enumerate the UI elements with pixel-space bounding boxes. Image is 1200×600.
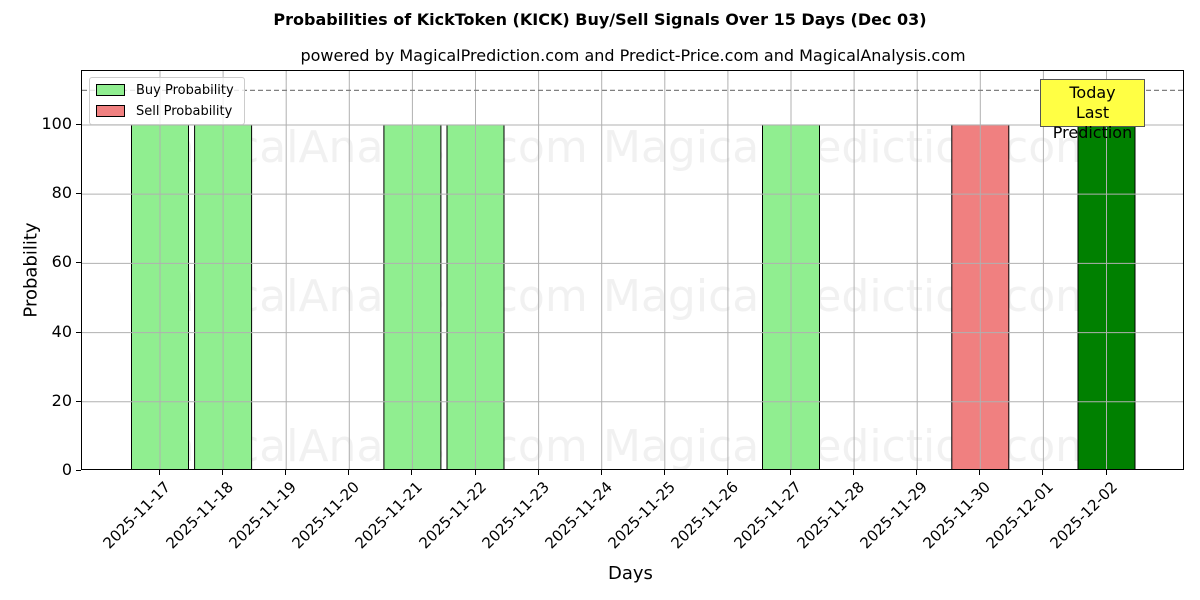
plot-area <box>81 70 1184 470</box>
x-tick-label: 2025-11-18 <box>162 478 238 553</box>
x-tick <box>853 470 855 475</box>
y-tick-label: 80 <box>51 183 72 203</box>
x-tick <box>1105 470 1107 475</box>
x-tick <box>790 470 791 475</box>
y-tick <box>76 262 81 264</box>
sell-swatch-icon <box>96 105 125 117</box>
x-tick-label: 2025-11-24 <box>541 478 616 553</box>
x-tick <box>726 470 728 475</box>
y-tick <box>76 193 81 195</box>
legend-item-buy: Buy Probability <box>96 82 234 98</box>
y-tick <box>76 470 81 471</box>
x-tick-label: 2025-11-29 <box>856 478 932 553</box>
x-tick <box>159 470 160 475</box>
x-tick-label: 2025-12-02 <box>1046 478 1121 553</box>
annotation-line-1: Today <box>1069 83 1116 102</box>
plot-canvas <box>82 71 1183 469</box>
y-tick-label: 20 <box>51 390 72 410</box>
x-tick <box>537 470 539 475</box>
y-tick <box>76 123 81 125</box>
x-tick-label: 2025-12-01 <box>982 478 1058 553</box>
x-tick <box>411 470 413 475</box>
today-annotation: Today Last Prediction <box>1040 79 1145 142</box>
x-tick-label: 2025-11-17 <box>99 478 174 553</box>
x-tick-label: 2025-11-25 <box>604 478 679 553</box>
chart-title: Probabilities of KickToken (KICK) Buy/Se… <box>273 10 927 29</box>
buy-swatch-icon <box>96 84 125 96</box>
x-tick <box>600 470 602 475</box>
x-tick <box>348 470 350 475</box>
x-tick-label: 2025-11-20 <box>288 478 364 553</box>
y-tick-label: 60 <box>51 252 72 272</box>
x-tick-label: 2025-11-21 <box>351 478 427 553</box>
x-tick <box>916 470 918 475</box>
y-tick <box>76 331 81 333</box>
y-tick <box>76 400 81 402</box>
x-tick <box>663 470 665 475</box>
legend-item-sell: Sell Probability <box>96 103 233 119</box>
y-tick-label: 40 <box>51 321 72 341</box>
x-tick-label: 2025-11-26 <box>667 478 742 553</box>
x-tick-label: 2025-11-19 <box>225 478 301 553</box>
x-tick <box>222 470 224 475</box>
annotation-line-2: Last Prediction <box>1052 103 1133 142</box>
x-tick-label: 2025-11-22 <box>415 478 490 553</box>
y-tick-label: 0 <box>61 460 72 479</box>
x-tick-label: 2025-11-27 <box>730 478 805 553</box>
x-tick <box>474 470 476 475</box>
x-tick-label: 2025-11-28 <box>793 478 869 553</box>
legend-buy-label: Buy Probability <box>136 82 234 98</box>
x-tick <box>285 470 287 475</box>
legend-sell-label: Sell Probability <box>136 103 233 119</box>
x-tick-label: 2025-11-30 <box>919 478 995 553</box>
x-tick <box>1042 470 1044 475</box>
y-tick-label: 100 <box>41 113 72 133</box>
x-axis-label: Days <box>608 563 653 584</box>
legend: Buy Probability Sell Probability <box>89 77 245 125</box>
chart-subtitle: powered by MagicalPrediction.com and Pre… <box>300 46 966 65</box>
x-tick <box>979 470 981 475</box>
